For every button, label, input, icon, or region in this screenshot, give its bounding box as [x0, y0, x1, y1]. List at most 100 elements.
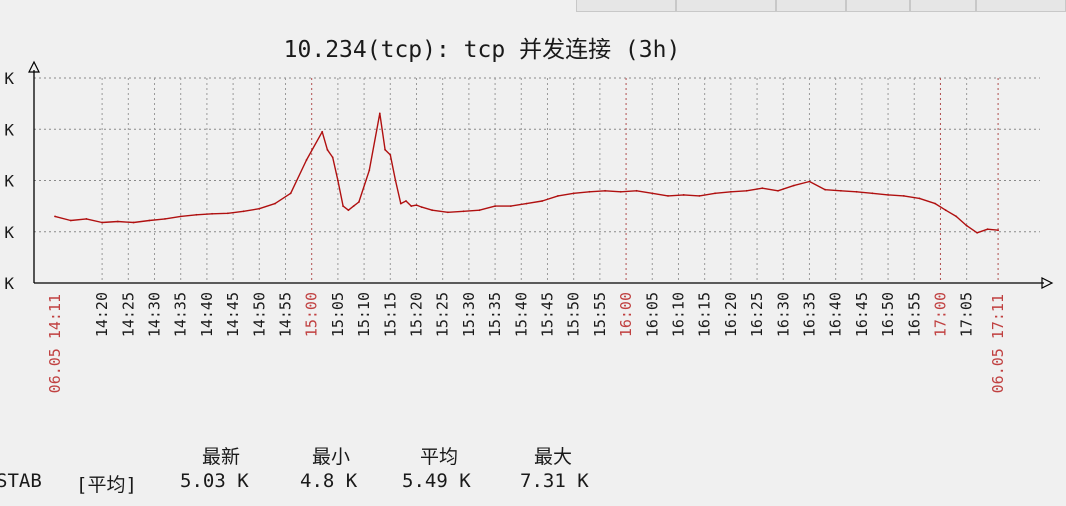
data-point	[509, 205, 512, 208]
data-point	[494, 205, 496, 208]
x-tick-label: 14:30	[146, 292, 164, 337]
x-tick-label: 16:40	[827, 292, 845, 337]
data-point	[358, 201, 360, 203]
data-point	[918, 197, 921, 200]
x-tick-label: 15:05	[329, 292, 347, 337]
data-point	[331, 156, 334, 159]
data-point	[384, 148, 386, 151]
data-point	[478, 209, 481, 212]
data-point	[808, 180, 811, 183]
data-point	[462, 210, 465, 213]
data-point	[934, 202, 937, 205]
x-tick-label: 06.05 14:11	[46, 294, 64, 393]
data-point	[792, 184, 795, 187]
data-point	[337, 179, 339, 182]
data-point	[132, 221, 135, 224]
data-point	[902, 195, 905, 197]
tab-1[interactable]	[676, 0, 776, 12]
legend-value-avg: 5.49 K	[402, 470, 471, 492]
y-tick-labels: K K K K K	[4, 69, 14, 293]
tab-3[interactable]	[846, 0, 910, 12]
x-tick-label: 15:30	[460, 292, 478, 337]
data-point	[148, 219, 151, 222]
data-point	[179, 215, 182, 218]
x-tick-label: 16:20	[722, 292, 740, 337]
x-tick-label: 14:50	[250, 292, 268, 337]
y-tick-label: K	[4, 172, 14, 191]
tab-0[interactable]	[576, 0, 676, 12]
y-axis-arrow	[28, 60, 40, 73]
legend-row-tag: [平均]	[76, 474, 137, 496]
x-tick-label: 16:45	[853, 292, 871, 337]
data-point	[635, 189, 638, 192]
data-point	[777, 189, 779, 192]
x-tick-label: 16:00	[617, 292, 635, 337]
x-axis-arrow	[1041, 277, 1054, 289]
data-point	[824, 188, 827, 191]
data-point	[871, 192, 874, 195]
data-point	[525, 202, 528, 205]
data-point	[195, 213, 198, 216]
data-point	[955, 215, 958, 218]
x-tick-label: 06.05 17:11	[989, 294, 1007, 393]
data-point	[394, 179, 397, 182]
x-tick-label: 16:10	[669, 292, 687, 337]
data-point	[101, 221, 103, 224]
legend-value-max: 7.31 K	[520, 470, 589, 492]
data-point	[714, 192, 716, 195]
legend-value-min: 4.8 K	[300, 470, 358, 492]
legend-row-label: STAB	[0, 470, 42, 492]
x-tick-label: 14:55	[277, 292, 295, 337]
data-point	[274, 202, 276, 205]
data-point	[116, 220, 119, 223]
legend-header-min: 最小	[312, 446, 351, 468]
tab-strip	[0, 0, 1066, 14]
data-point	[410, 205, 413, 208]
y-tick-label: K	[4, 69, 14, 88]
y-tick-label: K	[4, 274, 14, 293]
data-point	[164, 218, 166, 220]
tcp-connections-chart: 10.234(tcp): tcp 并发连接 (3h) K K K K K 06.05 1…	[4, 37, 1054, 393]
data-point	[289, 192, 292, 195]
x-tick-labels: 06.05 14:11 14:20 14:25 14:30 14:35 14:40 14:4…	[46, 292, 1007, 393]
data-point	[745, 189, 748, 192]
chart-grid	[34, 77, 1040, 283]
data-point	[651, 192, 654, 195]
x-tick-label: 16:30	[774, 292, 792, 337]
data-point	[227, 212, 229, 215]
data-point	[415, 204, 418, 207]
y-tick-label: K	[4, 120, 14, 139]
chart-title: 10.234(tcp): tcp 并发连接 (3h)	[284, 37, 681, 63]
x-tick-label: 16:15	[696, 292, 714, 337]
legend-header-max: 最大	[534, 446, 573, 468]
data-point	[342, 205, 344, 208]
tab-2[interactable]	[776, 0, 846, 12]
data-point	[572, 192, 575, 195]
legend-header-latest: 最新	[202, 446, 241, 468]
tab-4[interactable]	[910, 0, 976, 12]
data-point	[541, 200, 544, 202]
x-tick-label: 15:00	[303, 292, 321, 337]
data-point	[730, 190, 732, 193]
x-tick-label: 14:45	[224, 292, 242, 337]
data-point	[69, 219, 72, 222]
x-tick-label: 15:15	[381, 292, 399, 337]
data-point	[389, 154, 392, 156]
data-point	[761, 187, 764, 190]
x-tick-label: 15:35	[486, 292, 504, 337]
data-point	[557, 195, 559, 197]
data-point	[347, 209, 350, 212]
data-point	[378, 112, 381, 115]
series-group	[54, 112, 999, 234]
x-tick-label: 15:10	[355, 292, 373, 337]
data-point	[944, 209, 947, 212]
data-point	[85, 218, 88, 220]
legend-table: 最新 最小 平均 最大 STAB [平均] 5.03 K 4.8 K 5.49 …	[0, 436, 1066, 496]
x-tick-label: 16:55	[905, 292, 923, 337]
data-point	[976, 231, 978, 234]
data-point	[242, 210, 245, 213]
x-tick-label: 15:55	[591, 292, 609, 337]
x-tick-label: 15:50	[565, 292, 583, 337]
data-point	[420, 206, 423, 209]
legend-header-avg: 平均	[420, 446, 459, 468]
